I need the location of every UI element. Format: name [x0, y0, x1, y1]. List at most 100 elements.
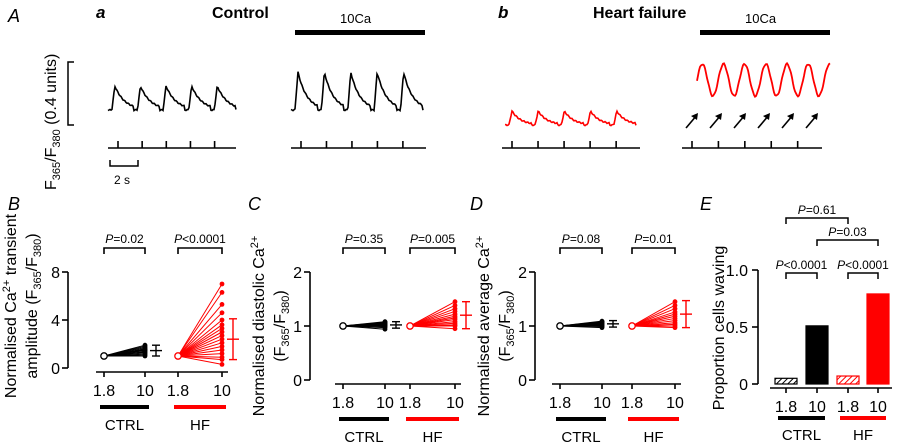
group-label: HF	[644, 429, 664, 446]
baseline-point	[556, 322, 564, 330]
panel-C: 0 1 2 1.8 10 1.8 10 CTRL HF P=0.35 P=0.005 Normalis…	[249, 232, 472, 446]
time-scale-bar	[109, 160, 139, 167]
amplitude-scale-bar	[67, 61, 74, 126]
group-label: HF	[190, 417, 210, 434]
x-tick-label: 10	[869, 399, 887, 416]
trace-control-10ca	[290, 71, 424, 113]
paired-line	[177, 304, 223, 357]
paired-line	[342, 321, 386, 327]
paired-line	[103, 344, 146, 357]
baseline-point	[100, 352, 108, 360]
x-tick-label: 1.8	[332, 395, 354, 412]
y-axis-label: Proportion cells waving	[711, 246, 728, 411]
x-tick-label: 10	[666, 395, 684, 412]
y-tick-label: 2	[293, 265, 302, 282]
data-point	[672, 299, 678, 305]
data-point	[219, 281, 225, 287]
data-point	[452, 299, 458, 305]
y-tick-label: 4	[51, 313, 60, 330]
significance-bracket	[631, 247, 676, 254]
data-point	[219, 351, 225, 356]
panel-label-B: B	[8, 194, 20, 214]
significance-bracket	[785, 272, 818, 279]
y-tick-label: 0	[518, 373, 527, 390]
data-point	[452, 303, 458, 308]
p-value-label: P=0.005	[410, 232, 455, 246]
trace-hf-baseline	[504, 109, 637, 127]
p-value-label: P<0.0001	[776, 258, 828, 272]
paired-line	[177, 283, 223, 357]
paired-line	[177, 312, 223, 357]
p-value-label: P=0.03	[828, 225, 867, 239]
trace-hf-10ca	[696, 61, 831, 99]
paired-line	[177, 338, 223, 357]
data-point	[382, 319, 388, 325]
paired-line	[177, 292, 223, 357]
p-value-label: P=0.61	[798, 203, 837, 217]
data-point	[219, 310, 225, 316]
panel-B: 0 4 8 1.8 10 1.8 10 CTRL HF P=0.02 P<0.0001 Normali…	[1, 213, 239, 434]
p-value-label: P=0.08	[562, 232, 601, 246]
baseline-point	[406, 322, 414, 330]
y-axis-label-line2: amplitude (F365/F380)	[24, 233, 44, 378]
data-point	[219, 362, 225, 367]
y-tick-label: 2	[518, 265, 527, 282]
y-tick-label: 0	[739, 377, 748, 394]
paired-line	[559, 320, 603, 327]
data-point	[219, 333, 225, 338]
paired-line	[631, 301, 676, 327]
y-tick-label: 0.5	[726, 320, 748, 337]
data-point	[219, 302, 225, 307]
x-tick-label: 1.8	[775, 399, 797, 416]
trace-control-baseline	[107, 83, 237, 113]
x-tick-label: 1.8	[93, 383, 115, 400]
paired-line	[409, 305, 456, 327]
wave-arrowhead	[811, 113, 818, 120]
control-title: Control	[212, 5, 269, 22]
group-label: CTRL	[782, 427, 821, 444]
y-tick-label: 1	[293, 319, 302, 336]
paired-line	[177, 319, 223, 357]
significance-bracket	[816, 239, 879, 246]
baseline-point	[174, 352, 182, 360]
group-label: CTRL	[561, 429, 600, 446]
data-point	[219, 290, 225, 295]
x-tick-label: 10	[376, 395, 394, 412]
significance-bracket	[847, 272, 879, 279]
x-tick-label: 1.8	[621, 395, 643, 412]
p-value-label: P<0.0001	[174, 232, 226, 246]
significance-bracket	[409, 247, 456, 254]
data-point	[219, 344, 225, 349]
wave-arrowhead	[787, 113, 794, 120]
data-point	[219, 326, 225, 331]
x-tick-label: 1.8	[399, 395, 421, 412]
bar-10ca-hf	[700, 30, 830, 35]
bar-10ca-control-label: 10Ca	[340, 11, 372, 26]
paired-line	[631, 311, 676, 327]
paired-line	[409, 301, 456, 327]
y-tick-label: 1	[518, 319, 527, 336]
data-point	[142, 342, 148, 348]
hf-title: Heart failure	[593, 5, 686, 22]
significance-bracket	[177, 247, 223, 254]
significance-bracket	[785, 217, 849, 224]
x-tick-label: 1.8	[167, 383, 189, 400]
x-tick-label: 10	[593, 395, 611, 412]
wave-arrowhead	[715, 113, 722, 120]
group-label: CTRL	[105, 417, 144, 434]
p-value-label: P=0.02	[105, 232, 144, 246]
significance-bracket	[559, 247, 603, 254]
paired-line	[177, 355, 223, 365]
data-point	[219, 347, 225, 353]
x-tick-label: 10	[136, 383, 154, 400]
time-scale-label: 2 s	[114, 173, 130, 187]
p-value-label: P=0.35	[345, 232, 384, 246]
stimulus-lines	[108, 141, 822, 149]
panel-label-b: b	[498, 3, 508, 22]
data-point	[219, 336, 225, 342]
y-tick-label: 1.0	[726, 263, 748, 280]
y-axis-label-line2: (F365/F380)	[497, 290, 517, 361]
p-value-label: P=0.01	[634, 232, 673, 246]
group-label: HF	[423, 429, 443, 446]
